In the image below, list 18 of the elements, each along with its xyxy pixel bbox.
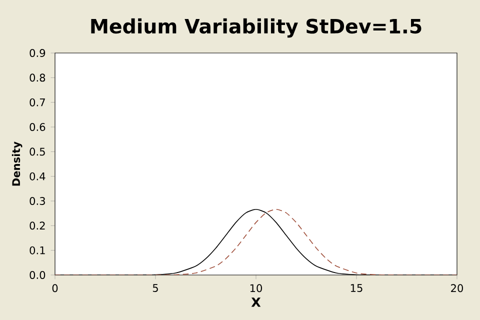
- x-tick-label: 10: [250, 284, 262, 292]
- x-tick-label: 5: [152, 284, 158, 292]
- y-tick-label: 0.6: [30, 123, 46, 131]
- y-tick-label: 0.7: [30, 98, 45, 106]
- x-tick-label: 15: [350, 284, 362, 292]
- y-tick-label: 0.8: [30, 74, 46, 82]
- y-tick-label: 0.3: [30, 197, 45, 205]
- y-tick-label: 0.0: [30, 270, 46, 279]
- x-tick-label: 0: [52, 284, 58, 292]
- x-tick-label: 20: [451, 284, 463, 292]
- y-tick-label: 0.4: [30, 172, 46, 180]
- chart-title: Medium Variability StDev=1.5: [91, 18, 422, 38]
- y-axis-title: Density: [12, 142, 22, 186]
- x-axis-title: X: [251, 298, 261, 307]
- y-tick-label: 0.9: [30, 49, 46, 57]
- y-tick-label: 0.5: [30, 148, 45, 156]
- y-tick-label: 0.1: [30, 246, 45, 254]
- y-tick-label: 0.2: [30, 222, 45, 230]
